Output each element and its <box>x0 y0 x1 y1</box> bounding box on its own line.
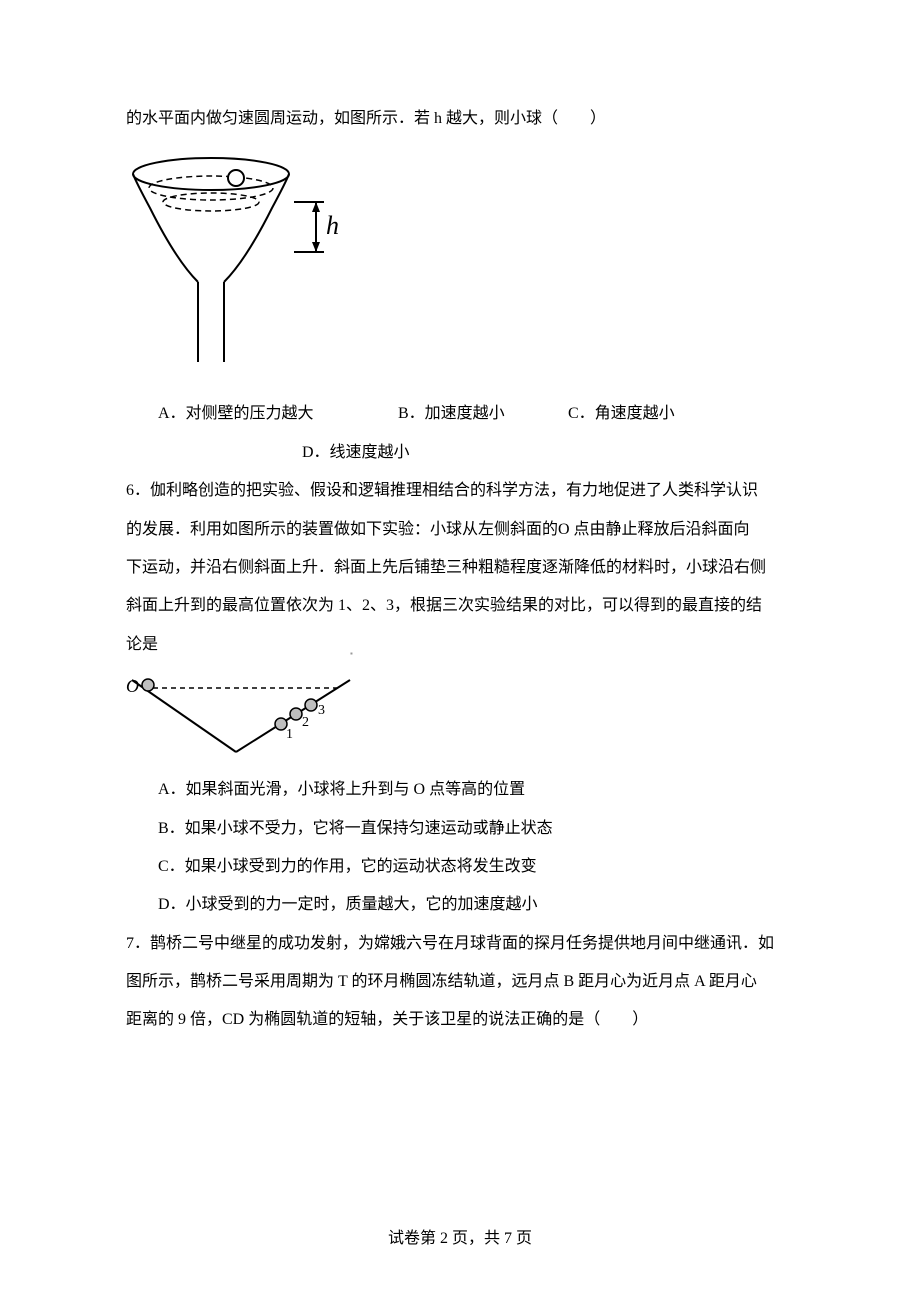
incline-diagram: O 1 2 3 <box>126 674 356 760</box>
q6-p2: 的发展．利用如图所示的装置做如下实验：小球从左侧斜面的O 点由静止释放后沿斜面向 <box>126 511 794 549</box>
q6-p5: 论是 <box>126 626 794 664</box>
q6-p1: 6．伽利略创造的把实验、假设和逻辑推理相结合的科学方法，有力地促进了人类科学认识 <box>126 472 794 510</box>
q5-stem: 的水平面内做匀速圆周运动，如图所示．若 h 越大，则小球（ ） <box>126 100 794 138</box>
q6-figure: O 1 2 3 <box>126 674 794 765</box>
q7-num: 7． <box>126 935 150 952</box>
q6-optA: A．如果斜面光滑，小球将上升到与 O 点等高的位置 <box>126 771 794 809</box>
label-3: 3 <box>318 703 325 718</box>
q6-optB: B．如果小球不受力，它将一直保持匀速运动或静止状态 <box>126 810 794 848</box>
page-footer: 试卷第 2 页，共 7 页 <box>0 1224 920 1248</box>
label-2: 2 <box>302 715 309 730</box>
label-O: O <box>126 676 139 696</box>
q6-num: 6． <box>126 482 150 499</box>
q6-optC: C．如果小球受到力的作用，它的运动状态将发生改变 <box>126 848 794 886</box>
q6-optD: D．小球受到的力一定时，质量越大，它的加速度越小 <box>126 886 794 924</box>
q6-p3: 下运动，并沿右侧斜面上升．斜面上先后铺垫三种粗糙程度逐渐降低的材料时，小球沿右侧 <box>126 549 794 587</box>
q6-p4: 斜面上升到的最高位置依次为 1、2、3，根据三次实验结果的对比，可以得到的最直接… <box>126 587 794 625</box>
funnel-diagram: h <box>126 152 346 372</box>
label-h: h <box>326 211 339 240</box>
watermark-dot: ▪ <box>350 649 353 658</box>
q7-p3: 距离的 9 倍，CD 为椭圆轨道的短轴，关于该卫星的说法正确的是（ ） <box>126 1001 794 1039</box>
q5-optB: B．加速度越小 <box>398 395 568 433</box>
q7-p1: 7．鹊桥二号中继星的成功发射，为嫦娥六号在月球背面的探月任务提供地月间中继通讯．… <box>126 925 794 963</box>
q5-optD: D．线速度越小 <box>126 434 794 472</box>
q5-options-row1: A．对侧壁的压力越大 B．加速度越小 C．角速度越小 <box>126 395 794 433</box>
q5-optC: C．角速度越小 <box>568 395 675 433</box>
q5-optA: A．对侧壁的压力越大 <box>158 395 398 433</box>
q5-figure: h <box>126 152 794 377</box>
q7-p2: 图所示，鹊桥二号采用周期为 T 的环月椭圆冻结轨道，远月点 B 距月心为近月点 … <box>126 963 794 1001</box>
label-1: 1 <box>286 727 293 742</box>
